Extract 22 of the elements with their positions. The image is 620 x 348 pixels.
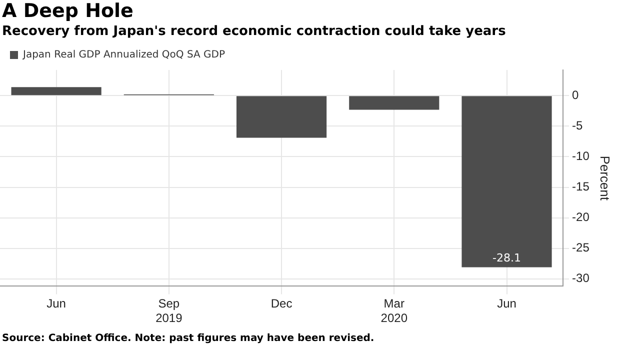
chart-subtitle: Recovery from Japan's record economic contraction could take years bbox=[2, 24, 506, 39]
bar bbox=[11, 87, 102, 96]
x-tick-label: Jun bbox=[497, 296, 516, 311]
bar bbox=[236, 96, 327, 138]
y-tick-label: -30 bbox=[572, 271, 590, 286]
chart-title: A Deep Hole bbox=[2, 0, 134, 22]
y-tick-label: -5 bbox=[572, 118, 584, 132]
y-tick-label: -20 bbox=[572, 210, 590, 224]
y-tick-label: -10 bbox=[572, 149, 590, 164]
x-tick-label: Jun bbox=[46, 296, 66, 311]
legend-label: Japan Real GDP Annualized QoQ SA GDP bbox=[22, 50, 226, 61]
y-axis-title: Percent bbox=[598, 156, 613, 201]
x-tick-label: Sep 2019 bbox=[156, 296, 183, 326]
bar bbox=[349, 96, 440, 110]
x-tick-label: Dec bbox=[270, 296, 292, 311]
y-tick-label: -25 bbox=[572, 240, 590, 255]
data-label: -28.1 bbox=[492, 252, 521, 265]
y-tick-label: 0 bbox=[572, 88, 580, 102]
x-tick-label: Mar 2020 bbox=[380, 296, 408, 326]
bar bbox=[462, 96, 552, 268]
y-tick-label: -15 bbox=[572, 180, 590, 194]
source-note: Source: Cabinet Office. Note: past figures may have been revised. bbox=[2, 333, 374, 344]
